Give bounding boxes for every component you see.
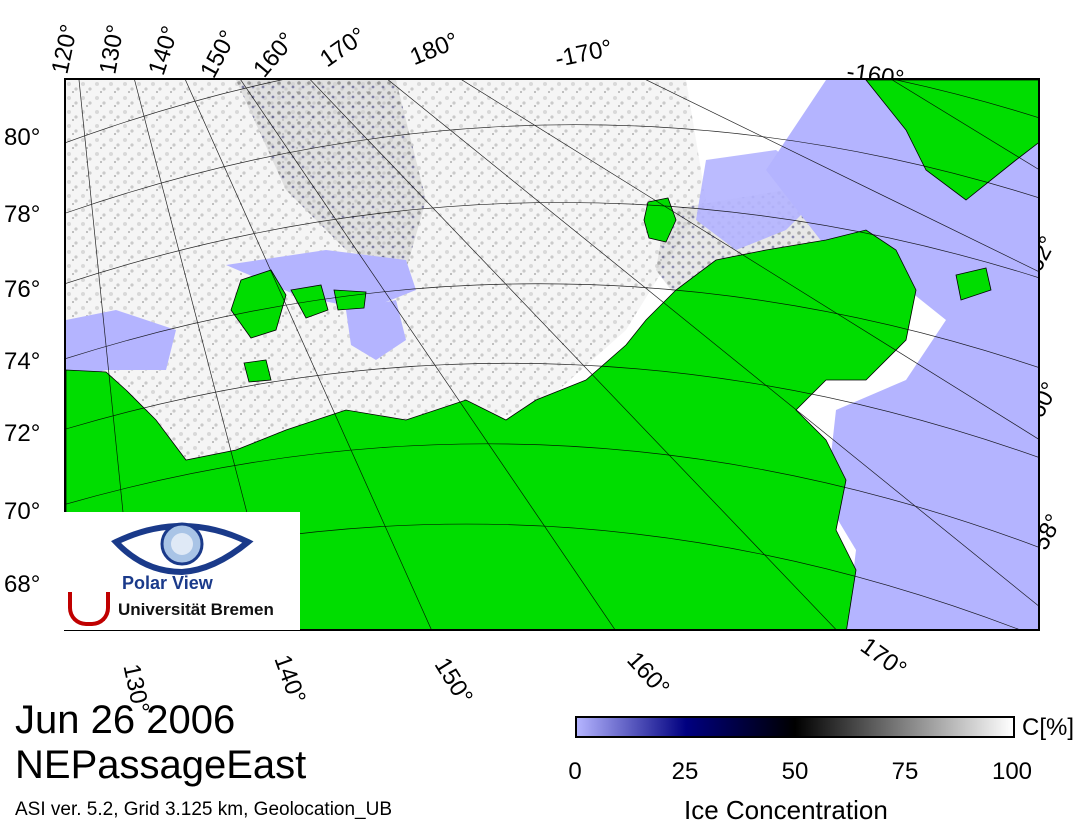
- left-lat-label-72: 72°: [4, 420, 41, 447]
- land-island-3: [333, 289, 367, 311]
- land-alaska: [865, 80, 1038, 201]
- colorbar-tick-25: 25: [671, 758, 699, 785]
- colorbar-tick-75: 75: [891, 758, 919, 785]
- logo-institution: Universität Bremen: [118, 600, 274, 619]
- left-lat-label-78: 78°: [4, 201, 41, 228]
- open-water-chukchi: [696, 150, 826, 250]
- top-lon-label-minus170: -170°: [552, 34, 615, 73]
- left-lat-label-76: 76°: [4, 276, 41, 303]
- top-lon-label-180: 180°: [406, 27, 463, 71]
- colorbar-tick-0: 0: [568, 758, 582, 785]
- ice-dense-band: [236, 80, 426, 270]
- map-region: NEPassageEast: [15, 743, 307, 787]
- ice-concentration-colorbar: [575, 716, 1015, 738]
- top-lon-label-170: 170°: [315, 22, 372, 73]
- bottom-lon-label-140: 140°: [268, 651, 311, 708]
- top-lon-label-140: 140°: [143, 22, 185, 79]
- university-crest-icon: [68, 592, 110, 626]
- land-island-4: [243, 359, 272, 383]
- colorbar-title: Ice Concentration: [684, 795, 888, 825]
- top-lon-label-160: 160°: [248, 27, 301, 83]
- left-lat-label-80: 80°: [4, 124, 41, 151]
- polar-view-eye-icon: [111, 522, 254, 576]
- left-lat-label-68: 68°: [4, 571, 41, 598]
- left-lat-label-74: 74°: [4, 348, 41, 375]
- left-lat-label-70: 70°: [4, 498, 41, 525]
- colorbar-tick-50: 50: [781, 758, 809, 785]
- logo-name: Polar View: [122, 573, 213, 593]
- bottom-lon-label-150: 150°: [428, 652, 479, 710]
- top-lon-label-150: 150°: [195, 25, 243, 83]
- land-new-siberian-islands: [230, 269, 287, 339]
- land-wrangel-island: [643, 197, 677, 243]
- bottom-lon-label-170: 170°: [855, 632, 912, 684]
- map-info: ASI ver. 5.2, Grid 3.125 km, Geolocation…: [15, 799, 393, 820]
- colorbar-tick-100: 100: [991, 758, 1033, 785]
- colorbar-unit: C[%]: [1022, 714, 1075, 741]
- map-date: Jun 26 2006: [15, 698, 236, 742]
- land-st-lawrence-island: [955, 267, 992, 301]
- polar-view-logo: Polar View Universität Bremen: [64, 512, 300, 630]
- open-water-siberian-bank: [346, 300, 406, 360]
- top-lon-label-120: 120°: [46, 22, 84, 77]
- top-lon-label-130: 130°: [94, 22, 130, 77]
- open-water-west-coast: [66, 310, 176, 380]
- bottom-lon-label-160: 160°: [621, 646, 675, 702]
- open-water-laptev: [226, 250, 416, 310]
